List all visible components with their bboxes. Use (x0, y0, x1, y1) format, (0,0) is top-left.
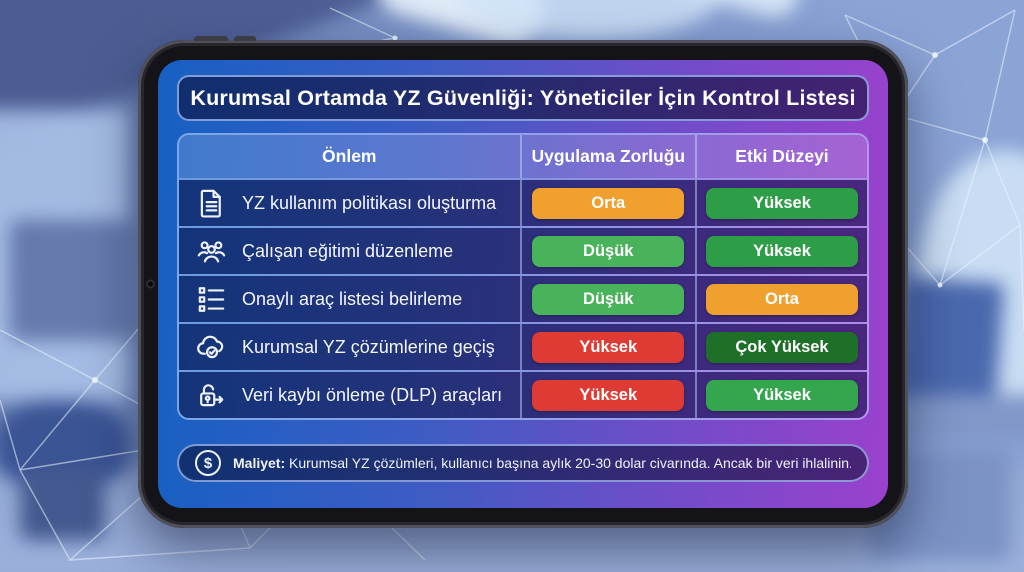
cost-note-text: Maliyet: Kurumsal YZ çözümleri, kullanıc… (233, 455, 851, 471)
lock-arrow-icon (194, 378, 228, 412)
difficulty-badge: Orta (532, 187, 685, 219)
cloud-check-icon (194, 330, 228, 364)
checklist-icon (194, 282, 228, 316)
dollar-icon: $ (195, 450, 221, 476)
impact-badge: Yüksek (705, 187, 858, 219)
volume-button (194, 36, 228, 41)
document-icon (194, 186, 228, 220)
measure-label: Çalışan eğitimi düzenleme (242, 240, 454, 261)
tablet-screen: Kurumsal Ortamda YZ Güvenliği: Yöneticil… (158, 60, 888, 508)
title-bar: Kurumsal Ortamda YZ Güvenliği: Yöneticil… (177, 75, 869, 121)
difficulty-badge: Yüksek (532, 331, 685, 363)
measure-label: Veri kaybı önleme (DLP) araçları (242, 384, 503, 405)
power-button (234, 36, 256, 41)
measure-label: Kurumsal YZ çözümlerine geçiş (242, 336, 495, 357)
page-title: Kurumsal Ortamda YZ Güvenliği: Yöneticil… (190, 85, 856, 110)
table-row: Kurumsal YZ çözümlerine geçiş Yüksek Çok… (179, 322, 867, 370)
table-row: YZ kullanım politikası oluşturma Orta Yü… (179, 178, 867, 226)
impact-badge: Çok Yüksek (705, 331, 858, 363)
column-header-onlem: Önlem (179, 135, 520, 178)
difficulty-badge: Düşük (532, 235, 685, 267)
impact-badge: Yüksek (705, 379, 858, 411)
front-camera (148, 281, 153, 287)
column-header-etki: Etki Düzeyi (694, 135, 867, 178)
tablet-device: Kurumsal Ortamda YZ Güvenliği: Yöneticil… (138, 36, 908, 528)
people-icon (194, 234, 228, 268)
impact-badge: Orta (705, 283, 858, 315)
measure-label: YZ kullanım politikası oluşturma (242, 192, 497, 213)
difficulty-badge: Yüksek (532, 379, 685, 411)
difficulty-badge: Düşük (532, 283, 685, 315)
table-header-row: Önlem Uygulama Zorluğu Etki Düzeyi (179, 135, 867, 178)
measure-label: Onaylı araç listesi belirleme (242, 288, 463, 309)
cost-note-bar: $ Maliyet: Kurumsal YZ çözümleri, kullan… (177, 444, 869, 482)
table-row: Çalışan eğitimi düzenleme Düşük Yüksek (179, 226, 867, 274)
impact-badge: Yüksek (705, 235, 858, 267)
table-row: Veri kaybı önleme (DLP) araçları Yüksek … (179, 370, 867, 418)
table-row: Onaylı araç listesi belirleme Düşük Orta (179, 274, 867, 322)
column-header-zorluk: Uygulama Zorluğu (519, 135, 695, 178)
checklist-table: Önlem Uygulama Zorluğu Etki Düzeyi (177, 133, 869, 420)
